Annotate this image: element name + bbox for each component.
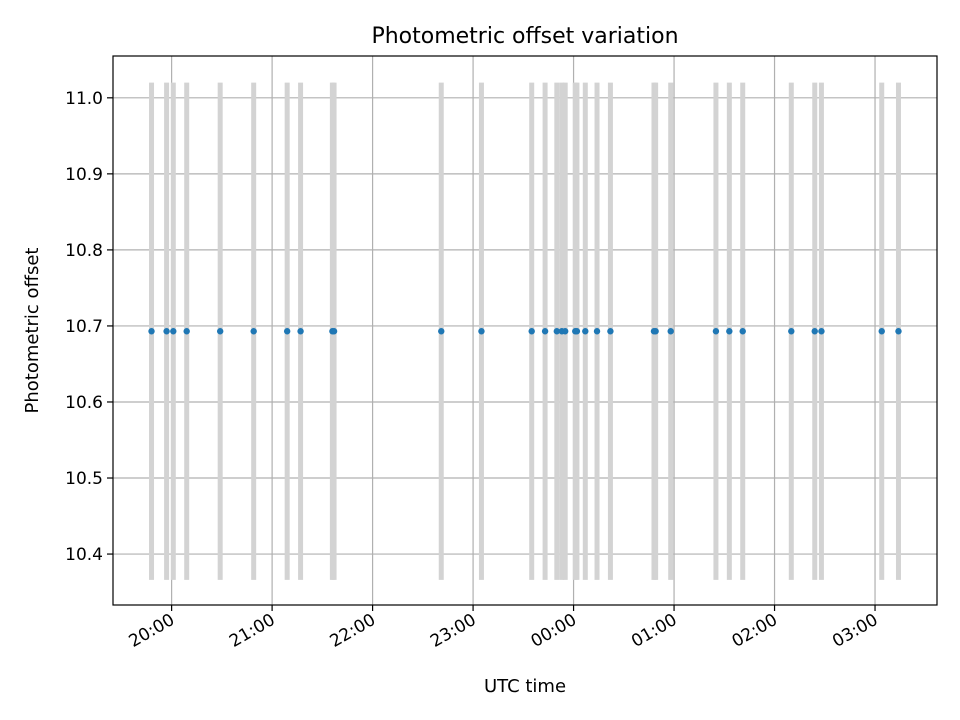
plot-frame <box>112 55 938 606</box>
data-point <box>607 328 614 335</box>
x-tick-label: 00:00 <box>528 610 580 652</box>
data-point <box>788 328 795 335</box>
data-point <box>811 328 818 335</box>
data-point <box>478 328 485 335</box>
x-axis-label: UTC time <box>484 676 566 697</box>
data-point <box>739 328 746 335</box>
data-point <box>283 328 291 335</box>
y-axis-ticks: 10.4 10.5 10.6 10.7 10.8 10.9 11.0 <box>65 89 113 565</box>
y-tick-label: 11.0 <box>65 89 103 109</box>
data-point <box>593 328 601 335</box>
data-point <box>170 328 177 335</box>
data-point <box>561 328 569 335</box>
x-tick-label: 20:00 <box>126 610 178 652</box>
data-point <box>148 328 155 335</box>
x-tick-label: 22:00 <box>327 610 379 652</box>
data-point <box>712 328 720 335</box>
data-point <box>183 328 190 335</box>
data-point <box>553 328 561 335</box>
y-axis-label: Photometric offset <box>22 248 43 414</box>
y-tick-label: 10.8 <box>65 241 103 261</box>
data-point <box>878 328 885 335</box>
data-points <box>148 328 902 335</box>
data-point <box>667 328 674 335</box>
data-point <box>297 328 304 335</box>
x-tick-label: 01:00 <box>628 610 680 652</box>
data-point <box>438 328 445 335</box>
y-tick-label: 10.5 <box>65 469 103 489</box>
data-point <box>818 328 825 335</box>
chart-title: Photometric offset variation <box>371 24 678 49</box>
x-tick-label: 02:00 <box>729 610 781 652</box>
y-tick-label: 10.4 <box>65 545 103 565</box>
data-point <box>330 328 338 335</box>
error-bars <box>149 82 901 580</box>
data-point <box>250 328 257 335</box>
x-tick-label: 23:00 <box>427 610 479 652</box>
data-point <box>163 328 170 335</box>
data-point <box>541 328 549 335</box>
data-point <box>652 328 659 335</box>
data-point <box>216 328 224 335</box>
y-tick-label: 10.7 <box>65 317 103 337</box>
data-point <box>726 328 733 335</box>
x-tick-label: 21:00 <box>226 610 278 652</box>
y-tick-label: 10.9 <box>65 165 103 185</box>
data-point <box>582 328 589 335</box>
data-point <box>895 328 902 335</box>
y-tick-label: 10.6 <box>65 393 103 413</box>
x-axis-ticks: 20:00 21:00 22:00 23:00 00:00 01:00 02:00 03:00 <box>126 605 882 652</box>
data-point <box>573 328 581 335</box>
data-point <box>528 328 535 335</box>
x-tick-label: 03:00 <box>829 610 881 652</box>
